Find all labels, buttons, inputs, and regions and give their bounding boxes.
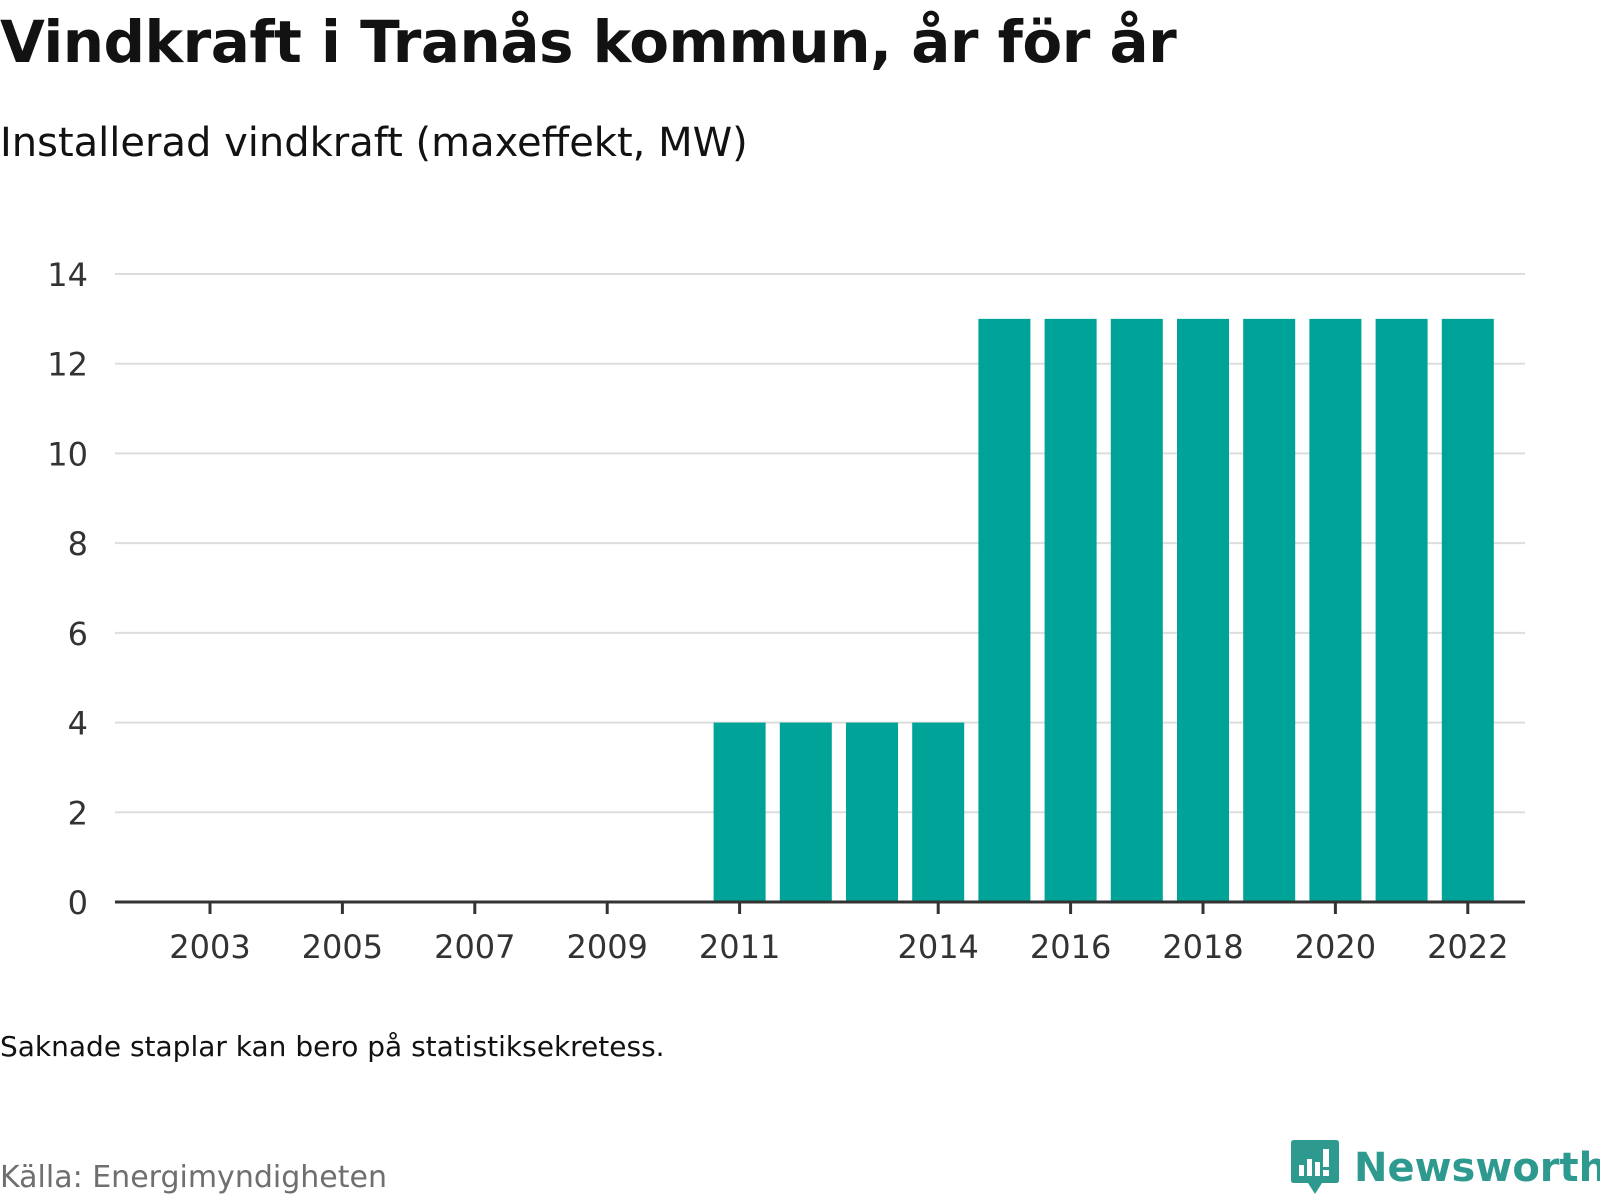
brand-name: Newsworthy	[1354, 1145, 1600, 1191]
bar-2020	[1309, 318, 1362, 902]
y-tick-label: 2	[68, 794, 88, 832]
bar-2016	[1044, 318, 1097, 902]
bar-2022	[1441, 318, 1494, 902]
y-tick-label: 0	[68, 884, 88, 922]
bars	[713, 318, 1494, 902]
x-tick-label: 2014	[897, 928, 978, 966]
bar-2017	[1110, 318, 1163, 902]
chart-note: Saknade staplar kan bero på statistiksek…	[0, 1030, 665, 1063]
bar-2012	[779, 722, 832, 902]
x-axis-ticks	[208, 902, 1470, 914]
bar-2013	[846, 722, 898, 902]
x-tick-label: 2018	[1162, 928, 1243, 966]
x-axis-labels: 2003 2005 2007 2009 2011 2014 2016 2018 2020 2022	[169, 928, 1508, 966]
bar-2021	[1375, 318, 1428, 902]
x-tick-label: 2009	[566, 928, 647, 966]
y-tick-label: 6	[68, 615, 88, 653]
x-tick-label: 2011	[699, 928, 780, 966]
y-tick-label: 14	[47, 256, 88, 294]
newsworthy-logo-icon	[1291, 1140, 1339, 1194]
bar-2015	[978, 318, 1031, 902]
x-tick-label: 2020	[1295, 928, 1376, 966]
x-tick-label: 2003	[169, 928, 250, 966]
y-tick-label: 4	[68, 705, 88, 743]
bar-2019	[1243, 318, 1296, 902]
newsworthy-logo: Newsworthy	[1290, 1138, 1600, 1198]
x-tick-label: 2007	[434, 928, 515, 966]
x-tick-label: 2022	[1427, 928, 1508, 966]
bar-2018	[1177, 318, 1229, 902]
source-credit: Källa: Energimyndigheten	[0, 1160, 387, 1195]
y-axis-labels: 0 2 4 6 8 10 12 14	[47, 256, 88, 922]
chart-subtitle: Installerad vindkraft (maxeffekt, MW)	[0, 120, 748, 166]
x-tick-label: 2016	[1030, 928, 1111, 966]
y-tick-label: 12	[47, 346, 88, 384]
bar-2014	[912, 722, 965, 902]
y-tick-label: 10	[47, 435, 88, 473]
bar-chart: 0 2 4 6 8 10 12 14 2003 2005 2007 2009 2011 2014 2016…	[47, 256, 1525, 966]
x-tick-label: 2005	[302, 928, 383, 966]
bar-2011	[713, 722, 766, 902]
y-tick-label: 8	[68, 525, 88, 563]
chart-title: Vindkraft i Tranås kommun, år för år	[0, 8, 1177, 76]
